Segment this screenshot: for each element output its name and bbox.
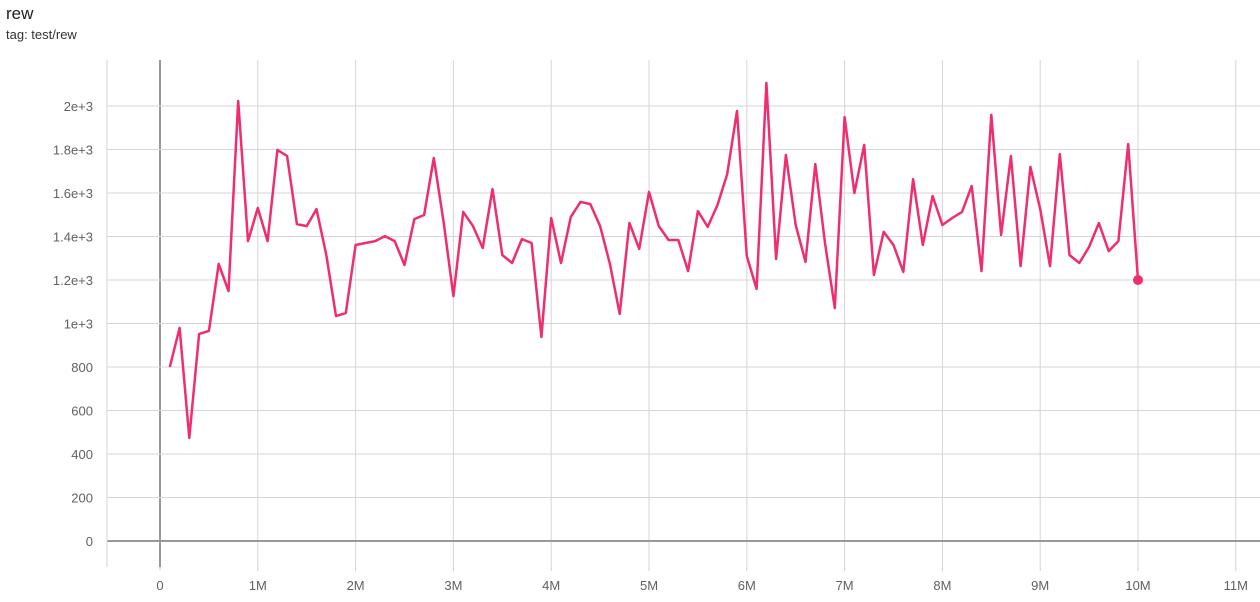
y-tick-label: 800 [71,360,93,375]
x-tick-label: 8M [933,578,951,593]
x-tick-label: 10M [1125,578,1150,593]
x-tick-label: 7M [836,578,854,593]
x-tick-label: 11M [1224,578,1248,593]
x-tick-label: 3M [444,578,462,593]
x-tick-label: 4M [542,578,560,593]
y-tick-label: 1.8e+3 [53,143,93,158]
x-tick-label: 0 [156,578,163,593]
chart-title: rew [6,4,34,23]
y-tick-label: 0 [86,534,93,549]
y-tick-label: 2e+3 [64,99,93,114]
x-tick-label: 1M [249,578,267,593]
x-tick-label: 5M [640,578,658,593]
x-tick-label: 2M [347,578,365,593]
y-tick-label: 1.4e+3 [53,230,93,245]
last-point-marker [1133,275,1143,285]
y-tick-label: 1.6e+3 [53,186,93,201]
chart-tag: tag: test/rew [6,27,77,42]
y-tick-label: 1e+3 [64,317,93,332]
y-tick-label: 600 [71,404,93,419]
y-tick-label: 200 [71,491,93,506]
y-tick-label: 1.2e+3 [53,273,93,288]
series-line [168,81,1140,440]
x-tick-label: 9M [1031,578,1049,593]
x-tick-label: 6M [738,578,756,593]
y-tick-label: 400 [71,447,93,462]
